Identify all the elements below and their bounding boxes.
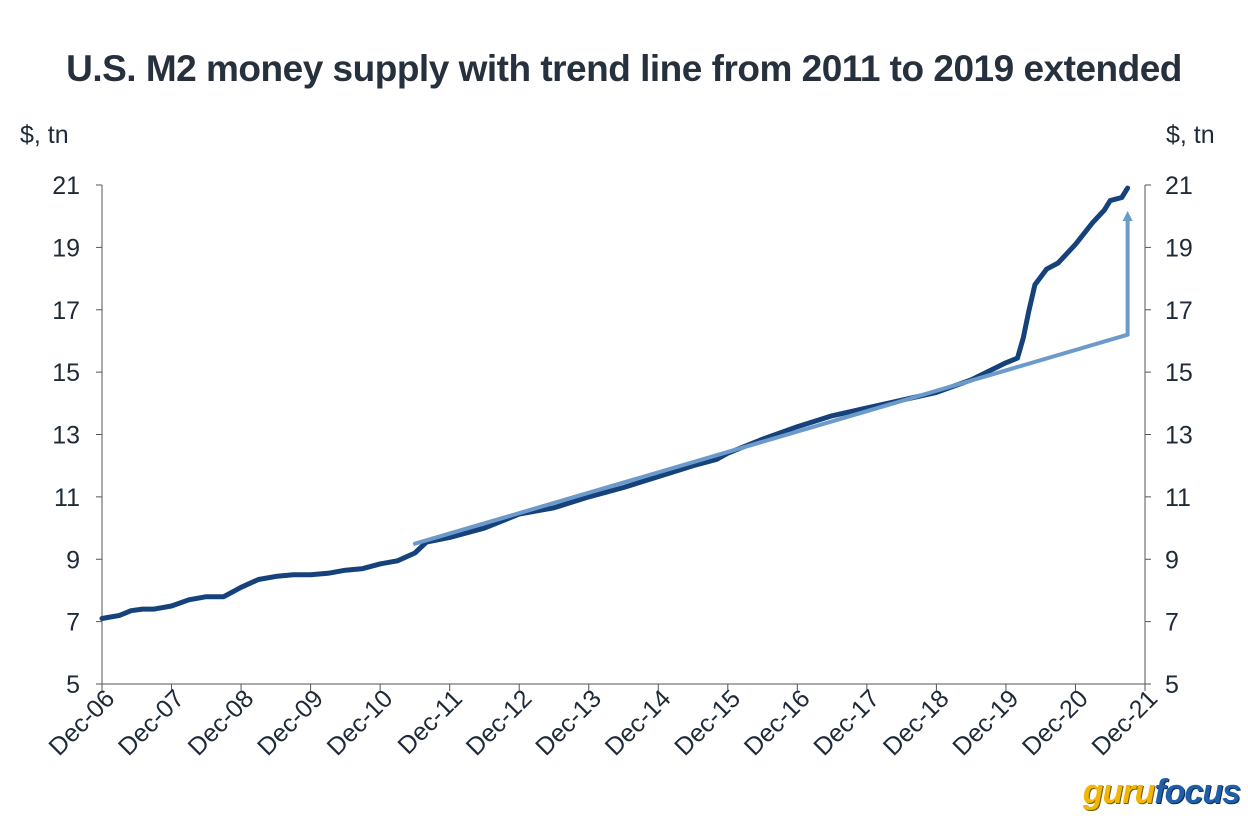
x-tick-label: Dec-21 <box>1086 684 1163 761</box>
y-tick-label-right: 5 <box>1165 671 1179 699</box>
x-tick-label: Dec-07 <box>113 684 190 761</box>
x-tick-label: Dec-16 <box>739 684 816 761</box>
chart-title: U.S. M2 money supply with trend line fro… <box>66 48 1182 89</box>
x-tick-label: Dec-09 <box>252 684 329 761</box>
x-tick-label: Dec-17 <box>808 684 885 761</box>
y-axis-unit-left: $, tn <box>20 121 69 149</box>
y-tick-label-right: 7 <box>1165 609 1179 637</box>
y-tick-label-left: 17 <box>52 297 80 325</box>
y-tick-label-left: 21 <box>52 172 80 200</box>
x-tick-label: Dec-13 <box>530 684 607 761</box>
y-tick-label-right: 9 <box>1165 546 1179 574</box>
y-tick-label-right: 13 <box>1165 422 1193 450</box>
trend-line <box>412 332 1130 546</box>
y-tick-label-right: 21 <box>1165 172 1193 200</box>
x-tick-label: Dec-11 <box>392 684 467 759</box>
y-tick-label-left: 11 <box>54 484 80 512</box>
y-axis-unit-right: $, tn <box>1166 121 1215 149</box>
y-tick-label-left: 15 <box>52 359 80 387</box>
logo-part-focus: focus <box>1154 773 1241 811</box>
x-tick-label: Dec-12 <box>461 684 538 761</box>
x-tick-label: Dec-10 <box>322 684 399 761</box>
x-tick-label: Dec-06 <box>43 684 120 761</box>
y-tick-label-right: 15 <box>1165 359 1193 387</box>
y-tick-label-right: 11 <box>1165 484 1191 512</box>
x-tick-label: Dec-18 <box>878 684 955 761</box>
series-layer <box>99 185 1133 621</box>
y-tick-label-left: 5 <box>66 671 80 699</box>
y-tick-label-right: 19 <box>1165 234 1193 262</box>
gurufocus-logo: gurufocus <box>1082 773 1241 812</box>
x-tick-label: Dec-19 <box>947 684 1024 761</box>
y-tick-label-left: 13 <box>52 422 80 450</box>
y-tick-label-left: 9 <box>66 546 80 574</box>
x-tick-label: Dec-15 <box>669 684 746 761</box>
y-tick-label-left: 7 <box>66 609 80 637</box>
m2-series-line <box>99 185 1131 621</box>
x-tick-label: Dec-20 <box>1017 684 1094 761</box>
x-tick-label: Dec-08 <box>183 684 260 761</box>
y-tick-label-left: 19 <box>52 234 80 262</box>
y-tick-label-right: 17 <box>1165 297 1193 325</box>
x-tick-label: Dec-14 <box>600 684 677 761</box>
logo-part-guru: guru <box>1082 773 1156 811</box>
